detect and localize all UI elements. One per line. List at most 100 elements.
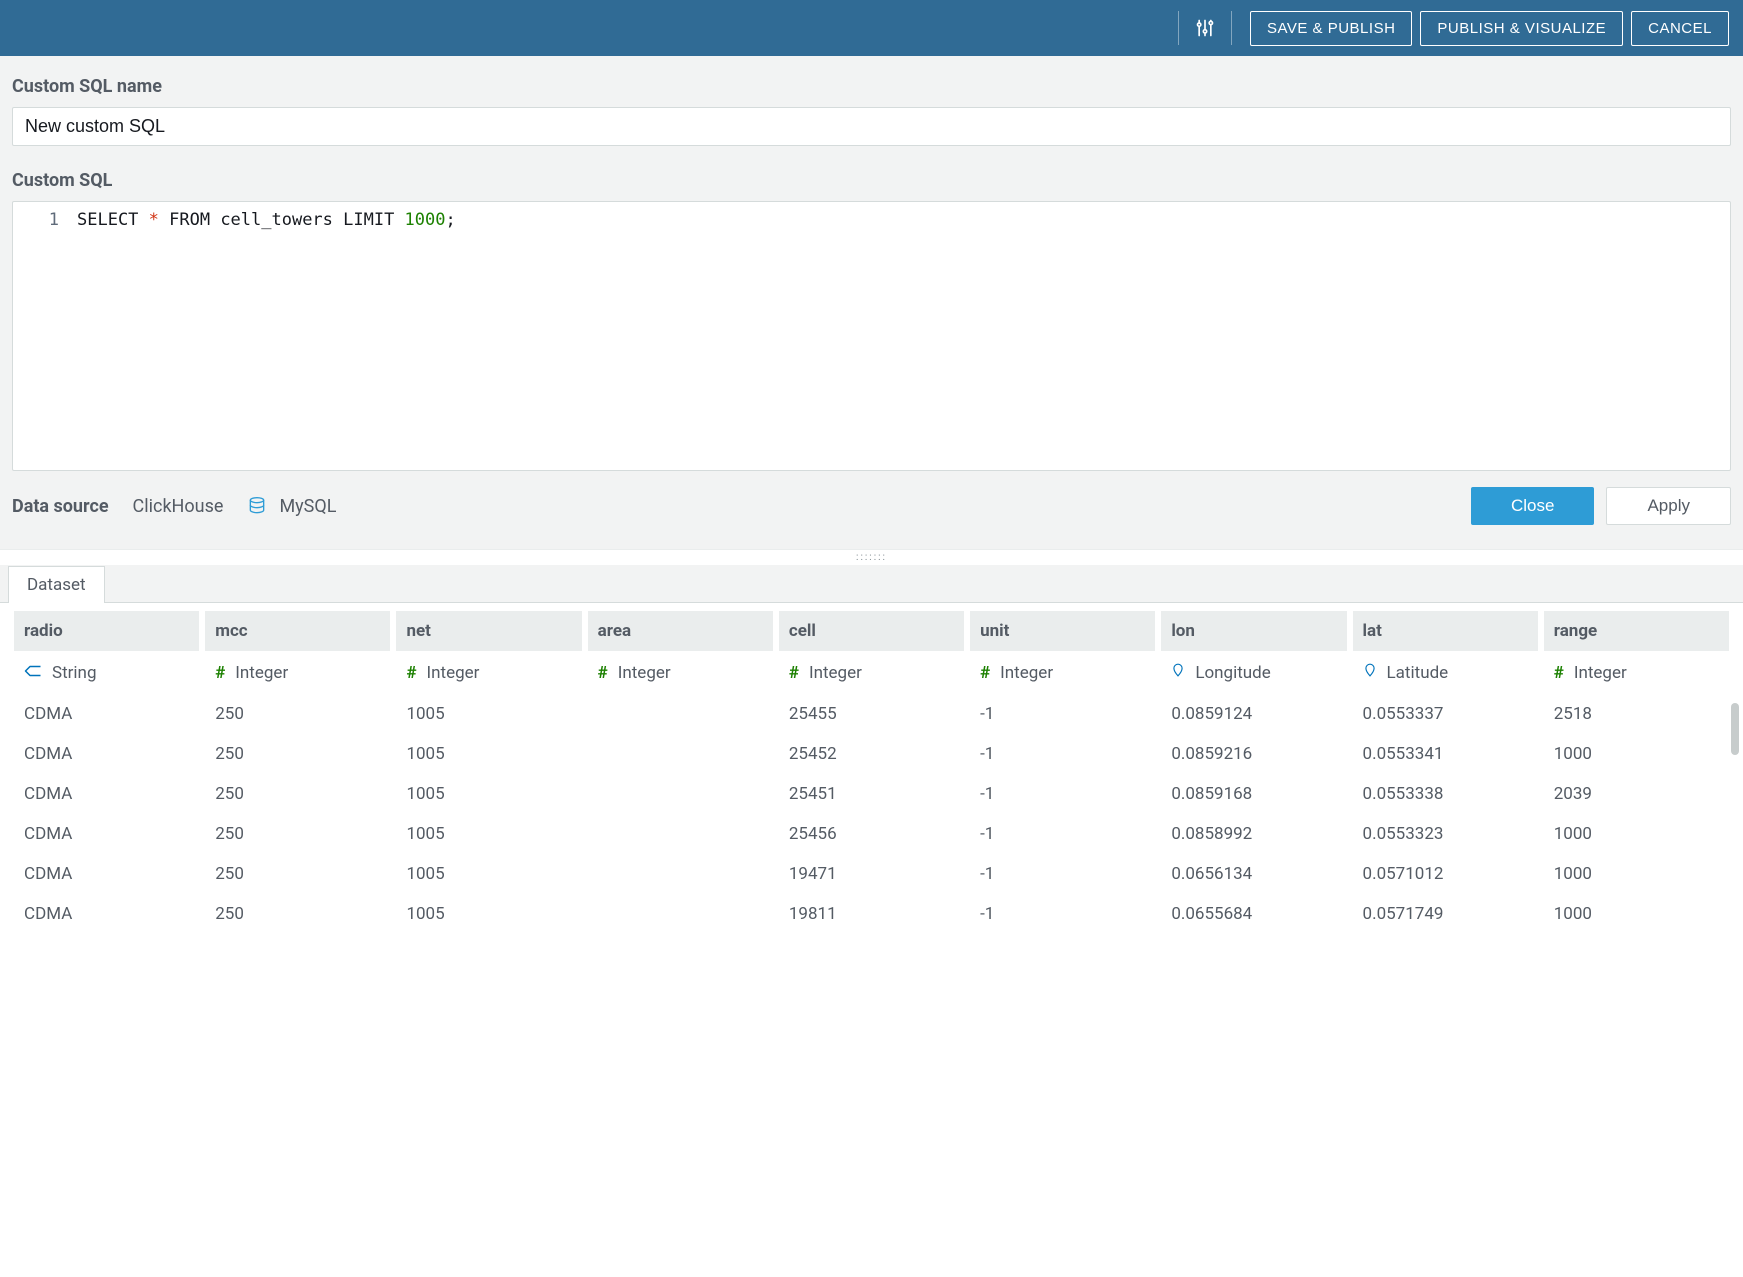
column-type-lon[interactable]: Longitude — [1161, 651, 1346, 694]
table-cell: 250 — [205, 894, 390, 934]
column-type-label: Integer — [618, 663, 671, 683]
column-type-label: Integer — [427, 663, 480, 683]
string-icon — [24, 663, 42, 683]
table-cell: -1 — [970, 774, 1155, 814]
topbar: SAVE & PUBLISH PUBLISH & VISUALIZE CANCE… — [0, 0, 1743, 56]
table-cell: 19811 — [779, 894, 964, 934]
database-icon — [247, 495, 267, 517]
column-header-net[interactable]: net — [396, 611, 581, 651]
table-cell: -1 — [970, 854, 1155, 894]
hash-icon: # — [598, 663, 608, 683]
table-cell: 250 — [205, 814, 390, 854]
table-cell: 1005 — [396, 814, 581, 854]
table-cell — [588, 734, 773, 774]
sql-code[interactable]: SELECT * FROM cell_towers LIMIT 1000; — [73, 202, 1730, 470]
table-cell: 0.0859168 — [1161, 774, 1346, 814]
table-cell: 0.0553338 — [1353, 774, 1538, 814]
table-cell — [588, 774, 773, 814]
column-type-unit[interactable]: #Integer — [970, 651, 1155, 694]
table-cell: 0.0571749 — [1353, 894, 1538, 934]
table-cell — [588, 894, 773, 934]
table-cell: 250 — [205, 774, 390, 814]
column-type-net[interactable]: #Integer — [396, 651, 581, 694]
table-cell: 0.0571012 — [1353, 854, 1538, 894]
sql-token: ; — [446, 210, 456, 230]
column-type-mcc[interactable]: #Integer — [205, 651, 390, 694]
table-row[interactable]: CDMA250100525451-10.08591680.05533382039 — [14, 774, 1729, 814]
column-header-mcc[interactable]: mcc — [205, 611, 390, 651]
apply-button[interactable]: Apply — [1606, 487, 1731, 525]
column-type-range[interactable]: #Integer — [1544, 651, 1729, 694]
datasource-bar: Data source ClickHouse MySQL Close Apply — [12, 481, 1731, 537]
column-header-area[interactable]: area — [588, 611, 773, 651]
table-cell: 2039 — [1544, 774, 1729, 814]
table-cell: 1000 — [1544, 734, 1729, 774]
column-header-radio[interactable]: radio — [14, 611, 199, 651]
sql-label: Custom SQL — [12, 170, 1731, 191]
divider — [1231, 11, 1232, 45]
table-cell: 1000 — [1544, 854, 1729, 894]
column-header-lon[interactable]: lon — [1161, 611, 1346, 651]
table-cell: 1005 — [396, 694, 581, 734]
close-button[interactable]: Close — [1471, 487, 1594, 525]
save-publish-button[interactable]: SAVE & PUBLISH — [1250, 11, 1412, 46]
column-type-lat[interactable]: Latitude — [1353, 651, 1538, 694]
sql-token-num: 1000 — [405, 210, 446, 230]
sql-name-input[interactable] — [12, 107, 1731, 146]
datasource-engine-label: MySQL — [279, 496, 336, 517]
column-type-radio[interactable]: String — [14, 651, 199, 694]
divider — [1178, 11, 1179, 45]
tab-dataset[interactable]: Dataset — [8, 566, 105, 603]
table-row[interactable]: CDMA250100525456-10.08589920.05533231000 — [14, 814, 1729, 854]
table-cell: 1005 — [396, 854, 581, 894]
column-type-cell[interactable]: #Integer — [779, 651, 964, 694]
table-cell: 1000 — [1544, 894, 1729, 934]
scrollbar-thumb[interactable] — [1731, 703, 1739, 755]
column-header-unit[interactable]: unit — [970, 611, 1155, 651]
table-row[interactable]: CDMA250100525455-10.08591240.05533372518 — [14, 694, 1729, 734]
table-row[interactable]: CDMA250100519471-10.06561340.05710121000 — [14, 854, 1729, 894]
sql-editor[interactable]: 1 SELECT * FROM cell_towers LIMIT 1000; — [12, 201, 1731, 471]
location-pin-icon — [1363, 661, 1377, 684]
column-type-label: Latitude — [1387, 663, 1449, 683]
table-cell: 0.0656134 — [1161, 854, 1346, 894]
settings-sliders-icon[interactable] — [1189, 12, 1221, 44]
table-cell: 25451 — [779, 774, 964, 814]
cancel-button[interactable]: CANCEL — [1631, 11, 1729, 46]
datasource-info: Data source ClickHouse MySQL — [12, 495, 336, 517]
table-cell: 0.0859216 — [1161, 734, 1346, 774]
table-cell: 1005 — [396, 734, 581, 774]
publish-visualize-button[interactable]: PUBLISH & VISUALIZE — [1420, 11, 1623, 46]
table-cell — [588, 854, 773, 894]
column-header-cell[interactable]: cell — [779, 611, 964, 651]
table-cell: 250 — [205, 734, 390, 774]
table-cell: 25456 — [779, 814, 964, 854]
table-row[interactable]: CDMA250100519811-10.06556840.05717491000 — [14, 894, 1729, 934]
datasource-label: Data source — [12, 496, 109, 517]
column-type-label: Integer — [1574, 663, 1627, 683]
table-cell: -1 — [970, 694, 1155, 734]
table-cell: 25455 — [779, 694, 964, 734]
column-type-area[interactable]: # Integer — [588, 651, 773, 694]
location-pin-icon — [1171, 661, 1185, 684]
table-cell — [588, 694, 773, 734]
datasource-engine: MySQL — [247, 495, 336, 517]
table-cell: CDMA — [14, 734, 199, 774]
column-header-range[interactable]: range — [1544, 611, 1729, 651]
resize-handle[interactable]: ::::::: — [0, 549, 1743, 565]
tabs: Dataset — [0, 565, 1743, 603]
column-type-label: Longitude — [1195, 663, 1270, 683]
column-type-label: Integer — [235, 663, 288, 683]
table-cell: 2518 — [1544, 694, 1729, 734]
main-content: Custom SQL name Custom SQL 1 SELECT * FR… — [0, 56, 1743, 549]
table-cell — [588, 814, 773, 854]
table-cell: CDMA — [14, 694, 199, 734]
data-table: radiomccnetareacellunitlonlatrange Strin… — [8, 611, 1735, 934]
column-header-lat[interactable]: lat — [1353, 611, 1538, 651]
table-cell: CDMA — [14, 854, 199, 894]
datasource-actions: Close Apply — [1471, 487, 1731, 525]
table-cell: -1 — [970, 814, 1155, 854]
table-cell: 19471 — [779, 854, 964, 894]
table-row[interactable]: CDMA250100525452-10.08592160.05533411000 — [14, 734, 1729, 774]
table-cell: 0.0553323 — [1353, 814, 1538, 854]
